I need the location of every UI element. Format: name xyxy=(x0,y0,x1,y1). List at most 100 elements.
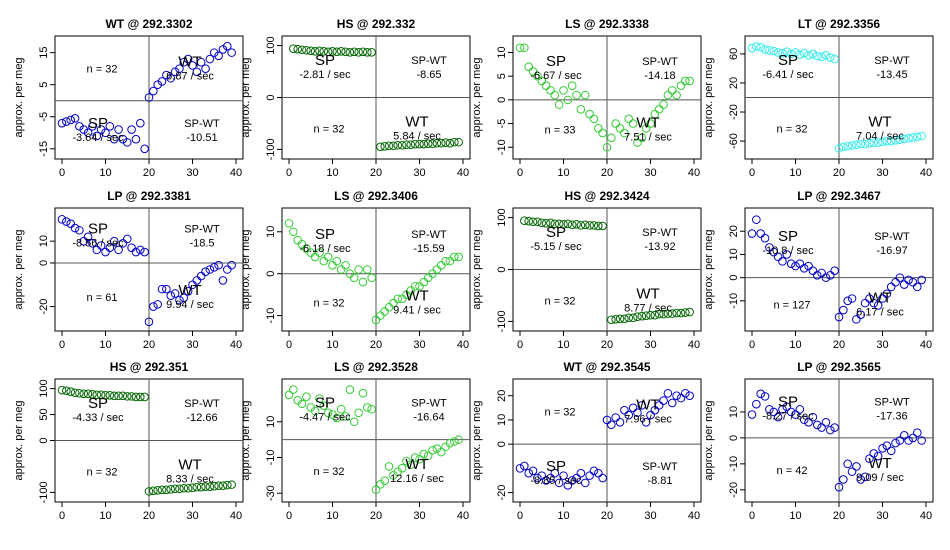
diff-label: SP-WT xyxy=(411,229,447,241)
x-tick-label: 10 xyxy=(326,339,338,351)
sp-point xyxy=(520,216,529,226)
wt-point xyxy=(201,64,210,73)
wt-point xyxy=(654,401,664,410)
diff-label: SP-WT xyxy=(874,231,910,243)
sp-point xyxy=(752,42,761,51)
diff-label: SP-WT xyxy=(184,118,220,130)
wt-point xyxy=(157,77,167,86)
sp-point xyxy=(105,122,115,131)
sp-point xyxy=(118,391,128,401)
sp-point xyxy=(799,48,809,58)
sp-point xyxy=(109,134,119,144)
wt-label: WT xyxy=(868,113,891,130)
wt-point xyxy=(633,138,642,147)
wt-label: WT xyxy=(178,456,201,473)
wt-point xyxy=(873,301,883,310)
sp-point xyxy=(345,48,355,57)
wt-point xyxy=(149,302,158,311)
sp-point xyxy=(96,390,106,400)
sp-point xyxy=(349,273,359,283)
sp-point xyxy=(66,219,75,229)
sp-point xyxy=(795,259,805,269)
sp-label: SP xyxy=(546,224,566,241)
x-tick-label: 0 xyxy=(517,510,523,522)
wt-point xyxy=(650,310,660,320)
sp-point xyxy=(62,117,71,126)
wt-point xyxy=(445,438,455,448)
sp-point xyxy=(315,248,324,258)
wt-rate: 6.87 / sec xyxy=(166,70,214,82)
sp-point xyxy=(336,404,346,414)
wt-point xyxy=(380,476,390,486)
wt-point xyxy=(913,132,922,142)
wt-label: WT xyxy=(636,114,659,131)
wt-point xyxy=(873,451,883,461)
sp-point xyxy=(791,48,800,57)
x-tick-label: 40 xyxy=(230,167,242,179)
sp-point xyxy=(826,425,835,435)
sp-point xyxy=(88,122,97,131)
sp-point xyxy=(773,252,783,262)
wt-point xyxy=(380,307,390,316)
y-tick-label: 10 xyxy=(728,248,740,260)
wt-point xyxy=(454,137,463,147)
sp-point xyxy=(747,43,757,53)
wt-point xyxy=(878,443,887,453)
sp-point xyxy=(57,118,67,128)
x-tick-label: 20 xyxy=(601,339,613,351)
y-tick-label: -10 xyxy=(728,456,740,472)
x-tick-label: 30 xyxy=(876,339,888,351)
wt-point xyxy=(144,487,154,496)
wt-rate: 7.51 / sec xyxy=(624,131,672,143)
sp-point xyxy=(773,412,783,422)
wt-label: WT xyxy=(405,456,428,473)
sp-point xyxy=(572,220,581,229)
sp-point xyxy=(62,217,71,226)
sp-rate: -5.15 / sec xyxy=(530,241,582,253)
wt-point xyxy=(869,298,879,308)
wt-point xyxy=(886,282,896,292)
sp-point xyxy=(319,47,329,56)
wt-point xyxy=(166,484,176,494)
wt-point xyxy=(183,54,193,64)
y-tick-label: 15 xyxy=(38,46,50,58)
y-axis-label: approx. per meg xyxy=(13,57,25,137)
wt-point xyxy=(175,295,184,305)
panel-title: LS @ 292.3528 xyxy=(334,360,418,374)
sp-point xyxy=(515,43,525,53)
panel-9: HS @ 292.351 0 10 20 30 40 -100 0 50 100 approx. p… xyxy=(13,360,244,522)
wt-point xyxy=(149,86,158,96)
wt-point xyxy=(393,140,403,150)
sp-point xyxy=(782,402,792,412)
sp-point xyxy=(808,49,818,59)
wt-label: WT xyxy=(868,455,891,472)
panel-title: LS @ 292.3406 xyxy=(334,189,418,203)
sp-point xyxy=(367,273,376,283)
wt-point xyxy=(895,273,905,282)
sp-point xyxy=(323,47,333,57)
wt-point xyxy=(628,403,638,413)
sp-point xyxy=(310,406,320,416)
sp-point xyxy=(752,215,761,224)
wt-point xyxy=(624,410,634,420)
wt-point xyxy=(223,41,232,51)
sp-point xyxy=(118,134,128,144)
wt-point xyxy=(162,70,171,80)
wt-point xyxy=(410,281,420,291)
sp-point xyxy=(70,388,80,398)
y-tick-label: -100 xyxy=(265,138,277,160)
n-count: n = 32 xyxy=(545,295,576,307)
points xyxy=(747,389,926,492)
x-tick-label: 30 xyxy=(186,339,198,351)
wt-point xyxy=(380,141,390,151)
wt-point xyxy=(865,138,874,148)
sp-point xyxy=(580,90,590,100)
wt-point xyxy=(856,310,866,320)
n-count: n = 61 xyxy=(87,292,118,304)
sp-point xyxy=(821,51,831,60)
n-count: n = 32 xyxy=(314,297,345,309)
wt-point xyxy=(209,48,219,57)
x-tick-label: 0 xyxy=(517,167,523,179)
wt-point xyxy=(641,311,651,320)
wt-point xyxy=(685,76,694,86)
